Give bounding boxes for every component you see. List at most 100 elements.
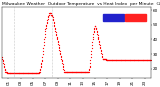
Point xyxy=(147,59,149,61)
Point xyxy=(136,59,139,61)
Point xyxy=(2,61,4,62)
Point xyxy=(18,72,21,74)
Point xyxy=(53,27,56,28)
Point xyxy=(13,72,15,74)
Point xyxy=(106,59,109,61)
Point xyxy=(101,55,103,56)
Point xyxy=(65,71,67,72)
Point xyxy=(145,59,148,61)
Point xyxy=(60,58,63,59)
Point xyxy=(84,71,86,72)
Point xyxy=(15,72,18,74)
Point xyxy=(93,28,95,30)
Point xyxy=(16,72,18,74)
Point xyxy=(128,59,131,61)
Point xyxy=(83,71,86,72)
Point xyxy=(148,59,151,61)
Point xyxy=(40,61,43,62)
Point xyxy=(121,59,124,61)
Point xyxy=(81,71,84,72)
Point xyxy=(75,71,78,72)
Point xyxy=(8,72,11,74)
Point xyxy=(109,59,112,61)
Point xyxy=(137,59,139,61)
Point xyxy=(99,48,102,49)
Point xyxy=(82,71,85,72)
Point xyxy=(10,72,13,74)
Point xyxy=(124,59,126,61)
Point xyxy=(47,15,50,17)
Point xyxy=(76,71,78,72)
Point xyxy=(48,12,51,14)
Point xyxy=(25,72,28,74)
Point xyxy=(5,71,8,72)
Point xyxy=(61,61,63,62)
Point xyxy=(45,26,47,27)
Point xyxy=(111,59,113,61)
Point xyxy=(102,58,104,59)
Point xyxy=(41,59,43,61)
Point xyxy=(130,59,133,61)
Point xyxy=(53,23,55,24)
Point xyxy=(41,53,44,55)
Point xyxy=(117,59,120,61)
Point xyxy=(42,48,45,49)
Point xyxy=(122,59,124,61)
Point xyxy=(46,20,49,21)
Point xyxy=(63,71,65,72)
Point xyxy=(31,72,34,74)
Point xyxy=(131,59,133,61)
Point xyxy=(76,71,79,72)
Point xyxy=(3,65,5,67)
Point xyxy=(49,12,52,14)
Point xyxy=(120,59,122,61)
Point xyxy=(119,59,121,61)
Point xyxy=(24,72,27,74)
Point xyxy=(123,59,125,61)
Point xyxy=(112,59,115,61)
Point xyxy=(37,72,40,74)
Point xyxy=(71,71,74,72)
Point xyxy=(120,59,123,61)
Point xyxy=(1,56,3,58)
Point xyxy=(9,72,11,74)
Point xyxy=(20,72,22,74)
Point xyxy=(40,65,42,67)
Point xyxy=(98,40,100,42)
Point xyxy=(57,43,60,45)
Point xyxy=(136,59,139,61)
Point xyxy=(96,33,99,34)
Point xyxy=(102,58,104,59)
Point xyxy=(32,72,35,74)
Point xyxy=(45,24,48,25)
Point xyxy=(81,71,84,72)
Point xyxy=(19,72,21,74)
Point xyxy=(130,59,133,61)
Point xyxy=(108,59,110,61)
Point xyxy=(73,71,75,72)
Point xyxy=(72,71,74,72)
Point xyxy=(74,71,77,72)
Point xyxy=(54,28,56,30)
Point xyxy=(126,59,129,61)
Point xyxy=(4,70,6,71)
Point xyxy=(35,72,38,74)
Point xyxy=(116,59,119,61)
Point xyxy=(100,50,102,52)
Point xyxy=(61,64,64,65)
Point xyxy=(72,71,74,72)
Point xyxy=(85,71,88,72)
Point xyxy=(122,59,125,61)
Point xyxy=(115,59,117,61)
Point xyxy=(18,72,20,74)
Point xyxy=(67,71,69,72)
Bar xyxy=(103,14,124,21)
Point xyxy=(80,71,82,72)
Point xyxy=(117,59,120,61)
Point xyxy=(72,71,75,72)
Point xyxy=(144,59,146,61)
Point xyxy=(101,56,104,58)
Point xyxy=(144,59,147,61)
Point xyxy=(141,59,143,61)
Point xyxy=(90,48,93,49)
